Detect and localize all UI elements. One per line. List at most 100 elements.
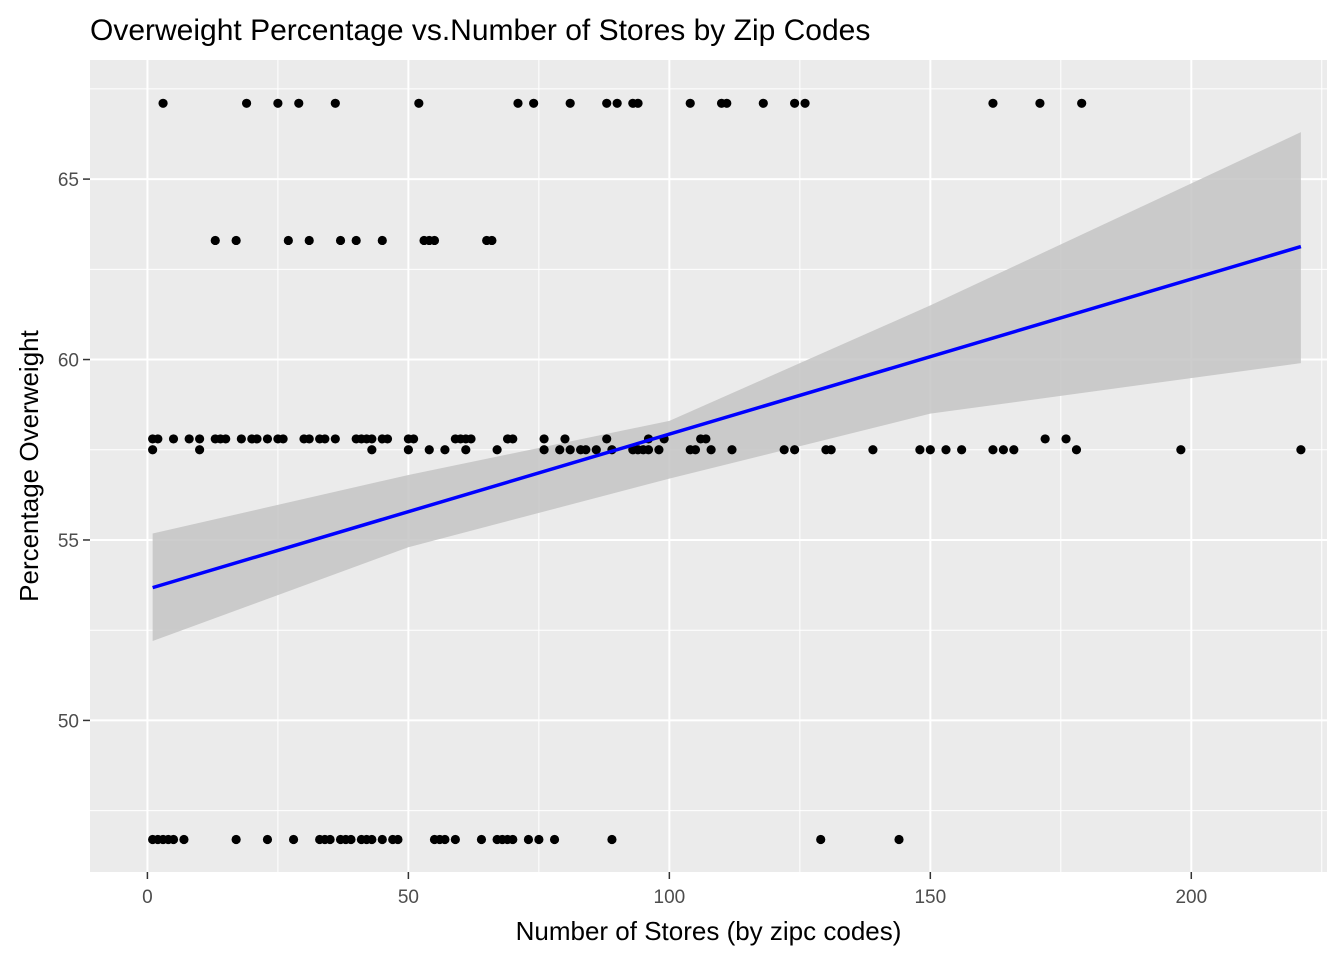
data-point bbox=[602, 434, 612, 444]
data-point bbox=[654, 445, 664, 455]
data-point bbox=[283, 235, 293, 246]
data-point bbox=[800, 98, 810, 108]
data-point bbox=[179, 834, 189, 845]
data-point bbox=[320, 434, 330, 444]
data-point bbox=[221, 434, 231, 444]
data-point bbox=[450, 834, 460, 845]
data-point bbox=[262, 434, 273, 444]
data-point bbox=[529, 98, 539, 108]
data-point bbox=[690, 445, 701, 455]
data-point bbox=[367, 434, 377, 444]
data-point bbox=[894, 834, 904, 845]
data-point bbox=[508, 434, 518, 444]
data-point bbox=[367, 445, 377, 455]
data-point bbox=[1077, 98, 1087, 108]
x-axis-ticks: 0 50 100 150 200 bbox=[142, 872, 1207, 908]
data-point bbox=[487, 235, 497, 246]
data-point bbox=[195, 445, 205, 455]
x-tick-label: 0 bbox=[142, 887, 153, 908]
y-tick-label: 65 bbox=[58, 170, 79, 191]
regression-line bbox=[152, 244, 1302, 590]
data-point bbox=[273, 98, 283, 108]
data-point bbox=[346, 834, 356, 845]
data-point bbox=[158, 98, 168, 108]
data-point bbox=[826, 445, 836, 455]
data-point bbox=[466, 434, 476, 444]
data-point bbox=[153, 434, 163, 444]
data-point bbox=[382, 434, 393, 444]
y-tick-label: 60 bbox=[58, 351, 79, 372]
data-point bbox=[304, 434, 314, 444]
y-tick-label: 50 bbox=[58, 711, 79, 732]
data-point bbox=[560, 434, 570, 444]
data-point bbox=[779, 445, 789, 455]
data-point bbox=[414, 98, 424, 108]
data-point bbox=[330, 434, 340, 444]
data-point bbox=[278, 434, 288, 444]
data-point bbox=[330, 98, 340, 108]
data-point bbox=[957, 445, 967, 455]
major-gridlines bbox=[90, 60, 1327, 872]
x-tick-label: 150 bbox=[914, 887, 946, 908]
data-point bbox=[377, 235, 387, 246]
data-point bbox=[168, 434, 179, 444]
data-point bbox=[643, 445, 654, 455]
data-point bbox=[168, 834, 179, 845]
data-point bbox=[816, 834, 826, 845]
data-point bbox=[403, 445, 413, 455]
data-point bbox=[440, 445, 450, 455]
data-point bbox=[565, 98, 575, 108]
data-point bbox=[685, 98, 695, 108]
data-point bbox=[195, 434, 205, 444]
data-point bbox=[941, 445, 951, 455]
data-point bbox=[325, 834, 335, 845]
data-point bbox=[633, 98, 643, 108]
data-point bbox=[231, 235, 241, 246]
data-point bbox=[492, 445, 502, 455]
data-point bbox=[722, 98, 732, 108]
data-point bbox=[210, 235, 220, 246]
chart-title: Overweight Percentage vs.Number of Store… bbox=[90, 14, 870, 47]
data-point bbox=[241, 98, 252, 108]
data-point bbox=[539, 434, 549, 444]
data-point bbox=[790, 98, 800, 108]
data-point bbox=[1176, 445, 1186, 455]
data-point bbox=[915, 445, 925, 455]
data-point bbox=[1035, 98, 1045, 108]
data-point bbox=[429, 235, 440, 246]
data-point bbox=[539, 445, 549, 455]
data-point bbox=[409, 434, 419, 444]
data-point bbox=[1061, 434, 1071, 444]
data-point bbox=[988, 98, 998, 108]
x-axis-title: Number of Stores (by zipc codes) bbox=[516, 916, 902, 946]
data-point bbox=[727, 445, 737, 455]
data-point bbox=[591, 445, 601, 455]
x-tick-label: 50 bbox=[398, 887, 419, 908]
data-point bbox=[231, 834, 241, 845]
confidence-band-area bbox=[152, 132, 1301, 642]
data-point bbox=[706, 445, 716, 455]
data-point bbox=[288, 834, 299, 845]
data-point bbox=[523, 834, 534, 845]
data-point bbox=[1009, 445, 1019, 455]
data-point bbox=[790, 445, 800, 455]
data-point bbox=[602, 98, 612, 108]
x-tick-label: 100 bbox=[654, 887, 686, 908]
data-point bbox=[335, 235, 346, 246]
data-point bbox=[925, 445, 935, 455]
data-point bbox=[236, 434, 246, 444]
data-point bbox=[294, 98, 304, 108]
data-point bbox=[565, 445, 575, 455]
data-point bbox=[555, 445, 565, 455]
data-point bbox=[184, 434, 194, 444]
y-axis-title: Percentage Overweight bbox=[14, 329, 44, 601]
data-point bbox=[304, 235, 314, 246]
data-point bbox=[424, 445, 434, 455]
data-point bbox=[549, 834, 560, 845]
data-point bbox=[1071, 445, 1082, 455]
data-point bbox=[367, 834, 377, 845]
data-point bbox=[581, 445, 591, 455]
data-point bbox=[377, 834, 387, 845]
data-point bbox=[607, 834, 617, 845]
data-point bbox=[998, 445, 1008, 455]
